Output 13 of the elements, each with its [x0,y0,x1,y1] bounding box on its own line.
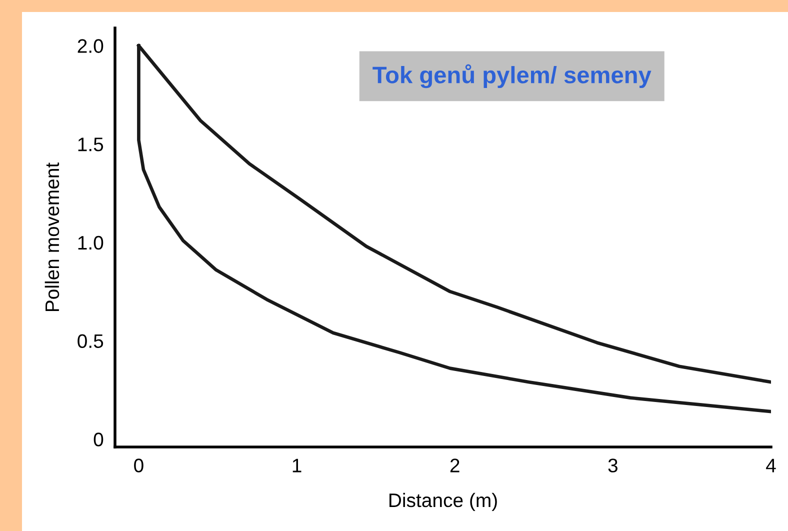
text: Tok genů pylem/ semeny [372,64,652,88]
y-tick-label: 0.5 [78,334,104,348]
y-tick-label: 1.0 [78,236,104,250]
x-tick-label: 1 [292,458,302,472]
y-tick-label: 0 [94,432,104,446]
y-tick-label: 1.5 [78,138,104,152]
x-tick-label: 4 [766,458,776,472]
x-tick-label: 2 [450,458,460,472]
x-axis-title: Distance (m) [389,492,497,512]
x-tick-label: 0 [134,458,144,472]
y-axis-title: Pollen movement [44,162,60,312]
y-tick-label: 2.0 [78,39,104,53]
x-tick-label: 3 [608,458,618,472]
